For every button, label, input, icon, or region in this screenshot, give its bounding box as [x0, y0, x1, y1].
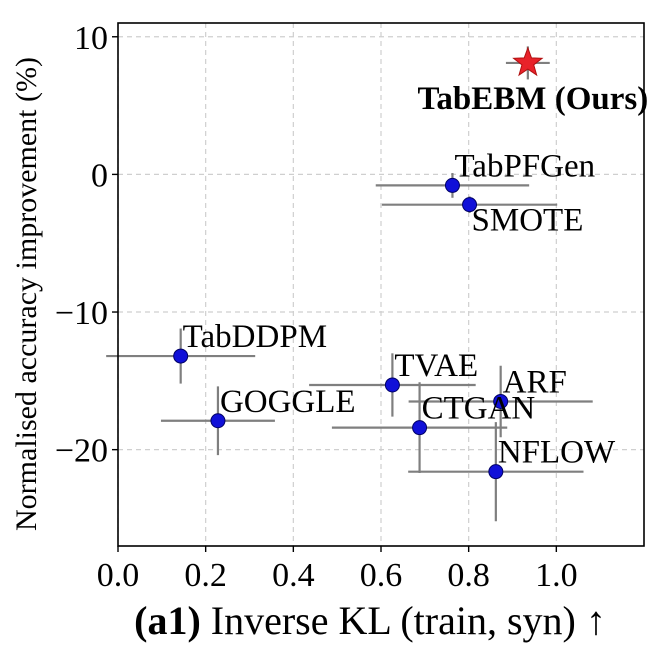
y-tick-label: −10	[55, 295, 108, 332]
point-goggle	[210, 413, 226, 429]
point-tvae	[384, 377, 400, 393]
x-tick-label: 0.2	[184, 557, 227, 594]
grid	[117, 23, 644, 546]
label-ctgan: CTGAN	[422, 391, 536, 427]
label-goggle: GOGGLE	[220, 384, 356, 420]
label-tabebm-ours: TabEBM (Ours)	[417, 81, 648, 117]
y-axis-title: Normalised accuracy improvement (%)	[10, 57, 43, 531]
point-tabpfgen	[444, 177, 460, 193]
label-arf: ARF	[503, 364, 567, 400]
x-tick-label: 0.8	[447, 557, 490, 594]
x-tick-label: 0.4	[272, 557, 315, 594]
point-ctgan	[412, 420, 428, 436]
x-tick-label: 0.6	[360, 557, 403, 594]
markers	[173, 46, 544, 480]
label-smote: SMOTE	[472, 203, 584, 239]
x-tick-label: 0.0	[97, 557, 140, 594]
point-labels: TabEBM (Ours) TabPFGen SMOTE TabDDPM GOGGLE T…	[183, 81, 649, 471]
y-tick-label: −20	[55, 433, 108, 470]
x-axis-title-text: Inverse KL (train, syn) ↑	[211, 598, 606, 643]
y-tick-label: 0	[91, 157, 108, 194]
label-tabddpm: TabDDPM	[183, 319, 327, 355]
x-axis-title-prefix: (a1)	[134, 598, 201, 643]
x-axis-title: (a1) Inverse KL (train, syn) ↑	[134, 598, 606, 643]
label-tabpfgen: TabPFGen	[454, 148, 595, 184]
ticks: 0.0 0.2 0.4 0.6 0.8 1.0 10 0 −10 −20	[55, 20, 578, 594]
y-tick-label: 10	[74, 20, 108, 57]
point-tabebm-ours	[512, 46, 544, 77]
point-arf	[493, 393, 509, 409]
point-tabddpm	[173, 348, 189, 364]
label-nflow: NFLOW	[498, 435, 616, 471]
point-nflow	[488, 464, 504, 480]
point-smote	[462, 197, 478, 213]
label-tvae: TVAE	[394, 348, 478, 384]
x-tick-label: 1.0	[535, 557, 578, 594]
